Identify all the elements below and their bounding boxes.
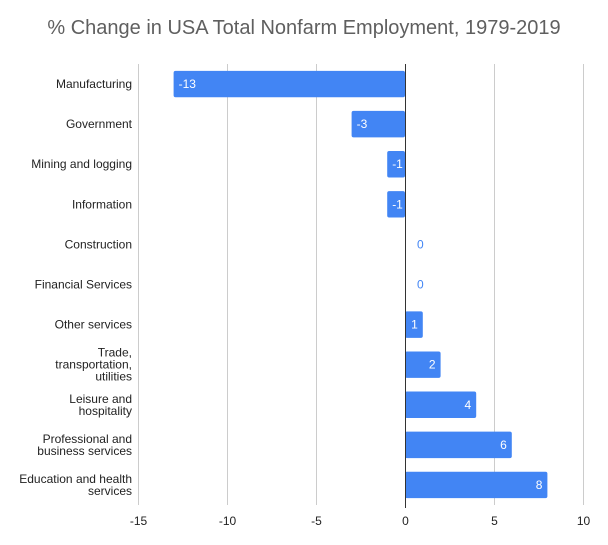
x-tick-label: 10 xyxy=(577,514,591,528)
data-label: -1 xyxy=(392,197,403,211)
x-tick-label: -10 xyxy=(219,514,237,528)
gridlines xyxy=(138,64,584,505)
bar xyxy=(387,150,405,178)
category-label: Education and health services xyxy=(19,472,132,498)
data-label: 6 xyxy=(500,438,507,452)
bar xyxy=(405,471,548,499)
bar xyxy=(405,391,477,419)
category-label: Financial Services xyxy=(35,278,132,292)
data-label: 4 xyxy=(465,398,472,412)
x-tick-label: 0 xyxy=(402,514,409,528)
x-tick-label: -5 xyxy=(311,514,322,528)
category-label: Trade, transportation, utilities xyxy=(55,346,132,384)
data-label: -3 xyxy=(357,117,368,131)
x-tick-labels: -15 -10 -5 0 5 10 xyxy=(130,514,591,528)
category-label: Professional and business services xyxy=(37,432,132,458)
bar xyxy=(405,311,423,338)
data-label: 2 xyxy=(429,358,436,372)
data-label: -1 xyxy=(392,157,403,171)
bar xyxy=(173,70,405,98)
data-label: 1 xyxy=(411,318,418,332)
data-label: 0 xyxy=(417,278,424,292)
category-label: Other services xyxy=(55,318,132,332)
bar xyxy=(351,110,405,138)
category-label: Government xyxy=(66,117,133,131)
category-label: Manufacturing xyxy=(56,77,132,91)
data-label: 0 xyxy=(417,237,424,251)
bar xyxy=(387,191,405,218)
bars xyxy=(173,70,548,499)
x-tick-label: -15 xyxy=(130,514,148,528)
x-tick-label: 5 xyxy=(491,514,498,528)
data-label: 8 xyxy=(536,478,543,492)
category-labels: Manufacturing Government Mining and loggin… xyxy=(19,77,132,498)
data-labels: -13 -3 -1 -1 0 0 1 2 4 6 8 xyxy=(179,77,543,492)
bar xyxy=(405,431,512,459)
category-label: Mining and logging xyxy=(31,157,132,171)
category-label: Leisure and hospitality xyxy=(69,392,132,418)
category-label: Construction xyxy=(65,237,132,251)
chart-title: % Change in USA Total Nonfarm Employment… xyxy=(47,17,561,39)
data-label: -13 xyxy=(179,77,197,91)
category-label: Information xyxy=(72,197,132,211)
bar xyxy=(405,351,441,378)
